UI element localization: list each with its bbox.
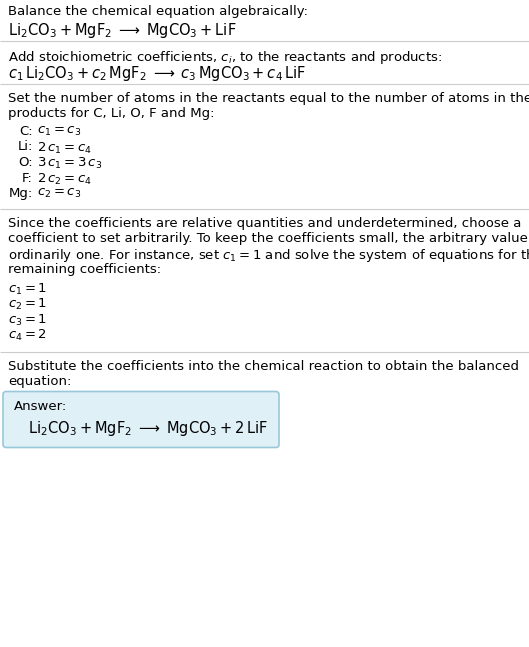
Text: $c_1 = 1$: $c_1 = 1$ (8, 281, 47, 296)
Text: $2\,c_2 = c_4$: $2\,c_2 = c_4$ (37, 171, 92, 186)
Text: $c_4 = 2$: $c_4 = 2$ (8, 328, 47, 343)
Text: equation:: equation: (8, 375, 71, 388)
Text: Li:: Li: (17, 140, 33, 153)
Text: O:: O: (19, 156, 33, 169)
Text: products for C, Li, O, F and Mg:: products for C, Li, O, F and Mg: (8, 107, 214, 120)
Text: $c_3 = 1$: $c_3 = 1$ (8, 313, 47, 327)
Text: ordinarily one. For instance, set $c_1 = 1$ and solve the system of equations fo: ordinarily one. For instance, set $c_1 =… (8, 248, 529, 265)
Text: coefficient to set arbitrarily. To keep the coefficients small, the arbitrary va: coefficient to set arbitrarily. To keep … (8, 232, 529, 245)
Text: $2\,c_1 = c_4$: $2\,c_1 = c_4$ (37, 140, 92, 155)
Text: $3\,c_1 = 3\,c_3$: $3\,c_1 = 3\,c_3$ (37, 156, 103, 171)
Text: remaining coefficients:: remaining coefficients: (8, 263, 161, 276)
Text: Answer:: Answer: (14, 400, 67, 413)
Text: $\mathrm{Li_2CO_3 + MgF_2 \;\longrightarrow\; MgCO_3 + LiF}$: $\mathrm{Li_2CO_3 + MgF_2 \;\longrightar… (8, 21, 236, 39)
Text: Add stoichiometric coefficients, $c_i$, to the reactants and products:: Add stoichiometric coefficients, $c_i$, … (8, 49, 442, 65)
Text: C:: C: (20, 125, 33, 138)
Text: $c_1 = c_3$: $c_1 = c_3$ (37, 125, 81, 138)
Text: Mg:: Mg: (9, 187, 33, 200)
Text: F:: F: (22, 171, 33, 184)
Text: $c_1\,\mathrm{Li_2CO_3} + c_2\,\mathrm{MgF_2} \;\longrightarrow\; c_3\,\mathrm{M: $c_1\,\mathrm{Li_2CO_3} + c_2\,\mathrm{M… (8, 64, 306, 83)
Text: Set the number of atoms in the reactants equal to the number of atoms in the: Set the number of atoms in the reactants… (8, 92, 529, 105)
Text: Since the coefficients are relative quantities and underdetermined, choose a: Since the coefficients are relative quan… (8, 217, 522, 230)
Text: Balance the chemical equation algebraically:: Balance the chemical equation algebraica… (8, 5, 308, 18)
Text: $\mathrm{Li_2CO_3 + MgF_2 \;\longrightarrow\; MgCO_3 + 2\,LiF}$: $\mathrm{Li_2CO_3 + MgF_2 \;\longrightar… (28, 419, 268, 437)
Text: $c_2 = c_3$: $c_2 = c_3$ (37, 187, 81, 200)
FancyBboxPatch shape (3, 391, 279, 448)
Text: $c_2 = 1$: $c_2 = 1$ (8, 297, 47, 312)
Text: Substitute the coefficients into the chemical reaction to obtain the balanced: Substitute the coefficients into the che… (8, 360, 519, 373)
